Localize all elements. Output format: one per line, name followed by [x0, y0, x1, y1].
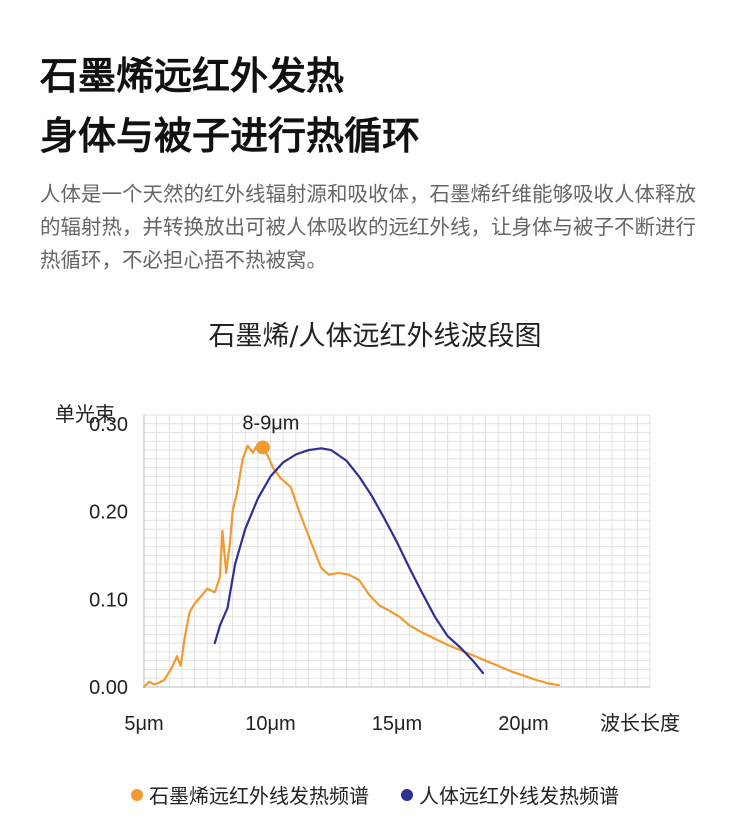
chart-legend: 石墨烯远红外线发热频谱 人体远红外线发热频谱 [0, 780, 750, 809]
chart-axes [143, 415, 650, 688]
series-line-human [213, 447, 485, 675]
x-tick-label: 15μm [372, 713, 422, 735]
chart-grid [143, 414, 651, 688]
description-paragraph: 人体是一个天然的红外线辐射源和吸收体，石墨烯纤维能够吸收人体释放的辐射热，并转换… [40, 182, 696, 272]
x-tick-label: 5μm [124, 713, 163, 735]
legend-dot-graphene [131, 788, 143, 801]
x-tick-label: 20μm [498, 713, 548, 735]
y-tick-label: 0.20 [89, 502, 128, 524]
headline-line-2: 身体与被子进行热循环 [40, 114, 421, 158]
y-axis-label: 单光束 [55, 402, 115, 426]
x-axis-label: 波长长度 [600, 711, 680, 735]
x-tick-label: 10μm [245, 713, 295, 735]
legend-item-graphene: 石墨烯远红外线发热频谱 [131, 780, 369, 809]
chart-title: 石墨烯/人体远红外线波段图 [208, 321, 542, 352]
y-tick-label: 0.10 [89, 589, 128, 611]
headline-line-1: 石墨烯远红外发热 [40, 54, 345, 98]
legend-item-human: 人体远红外线发热频谱 [401, 780, 619, 809]
legend-label-graphene: 石墨烯远红外线发热频谱 [149, 784, 369, 808]
chart-series-layer [142, 442, 560, 689]
legend-label-human: 人体远红外线发热频谱 [419, 784, 619, 808]
headline: 石墨烯远红外发热 身体与被子进行热循环 [40, 46, 420, 166]
y-tick-label: 0.00 [89, 677, 128, 699]
y-tick-label: 0.30 [89, 414, 128, 436]
series-line-graphene [142, 442, 560, 689]
peak-marker [255, 440, 270, 455]
legend-dot-human [401, 788, 413, 801]
peak-annotation-label: 8-9μm [242, 412, 299, 434]
